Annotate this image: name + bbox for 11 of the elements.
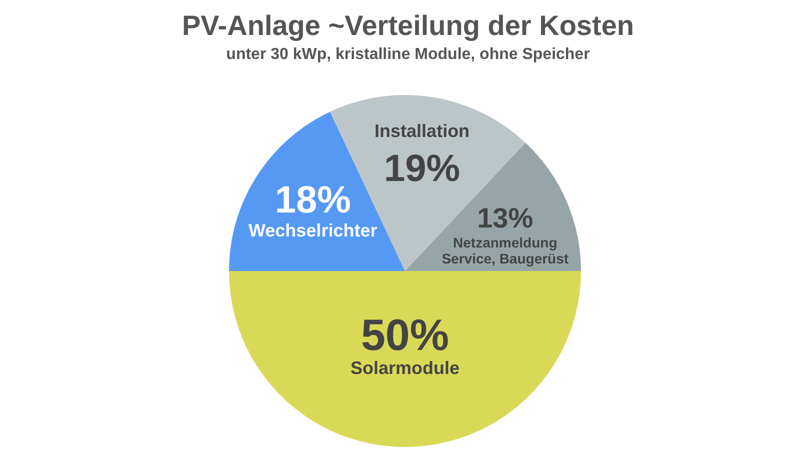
slice-label: Installation <box>374 121 470 142</box>
slice-label: Solarmodule <box>350 358 460 378</box>
data-label: 50% <box>360 311 450 360</box>
data-label: 19% <box>384 148 460 190</box>
slice-label: Netzanmeldung Service, Baugerüst <box>442 234 569 267</box>
data-label: 18% <box>274 180 351 222</box>
data-label: 13% <box>477 202 534 234</box>
chart-title: PV-Anlage ~Verteilung der Kosten <box>180 10 635 42</box>
slice-label: Wechselrichter <box>248 220 378 241</box>
chart-subtitle: unter 30 kWp, kristalline Module, ohne Speicher <box>225 46 591 64</box>
pie-slice <box>229 271 581 447</box>
